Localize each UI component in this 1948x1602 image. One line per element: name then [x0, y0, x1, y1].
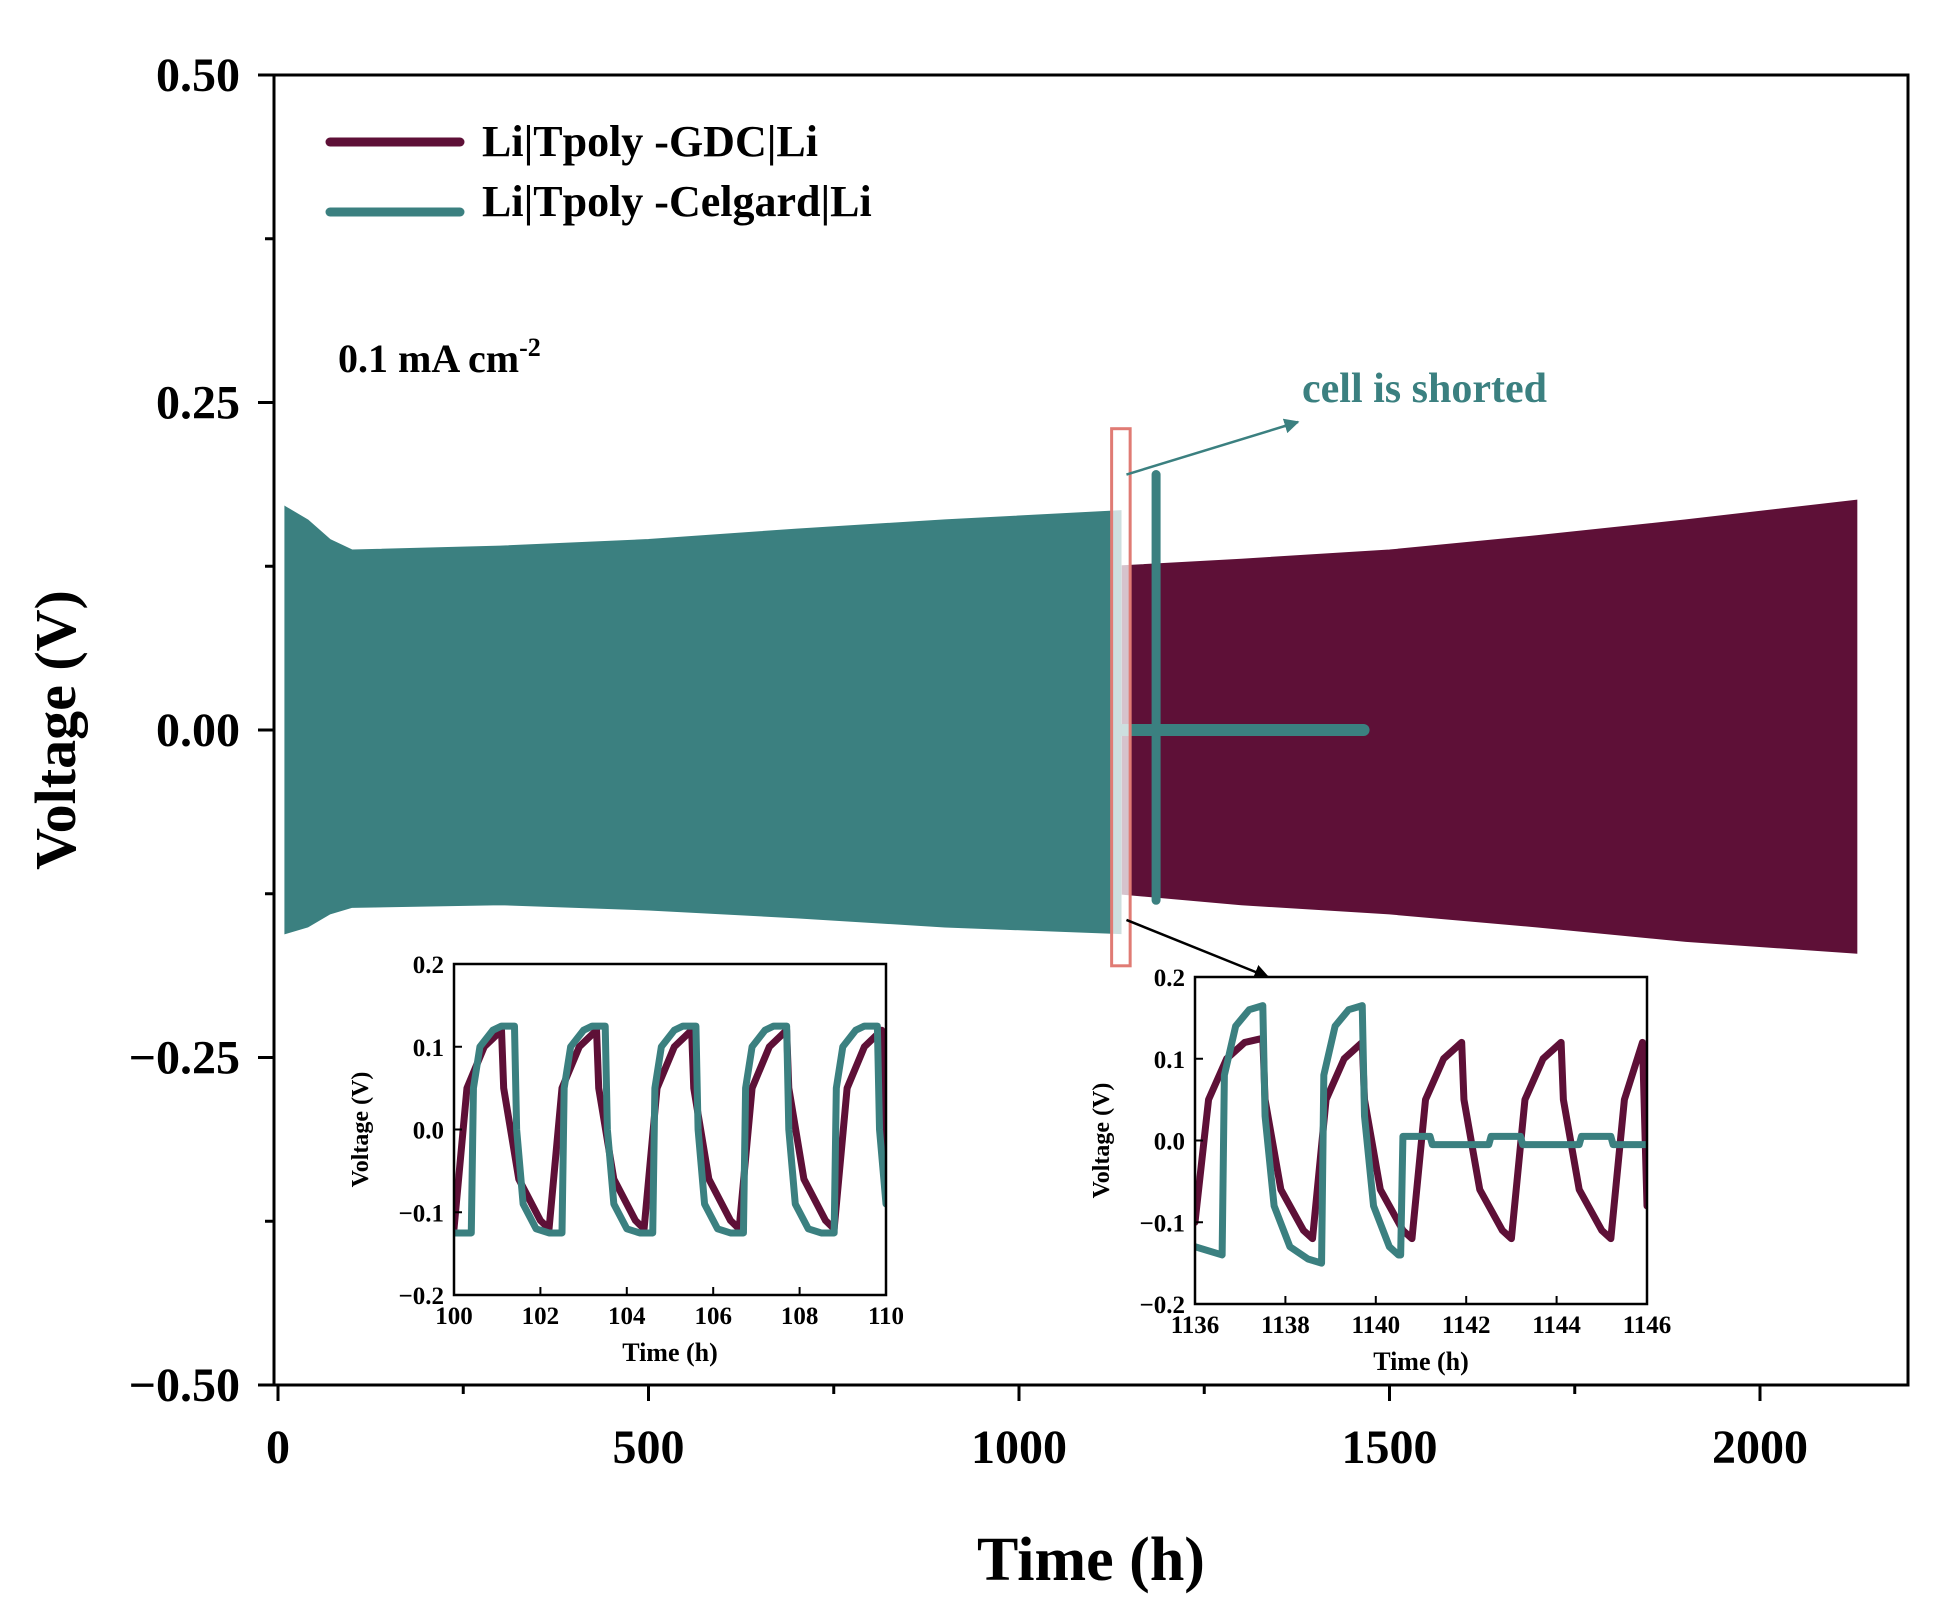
inset-x-axis-title: Time (h)	[1373, 1347, 1469, 1376]
inset-x-tick-label: 1136	[1171, 1312, 1220, 1339]
x-tick-label: 500	[613, 1421, 685, 1474]
y-tick-label: 0.50	[156, 49, 240, 102]
inset-y-tick-label: 0.0	[1154, 1129, 1185, 1156]
y-tick-label: 0.00	[156, 704, 240, 757]
x-tick-label: 0	[266, 1421, 290, 1474]
inset-x-axis-title: Time (h)	[622, 1338, 718, 1367]
inset-x-tick-label: 1142	[1442, 1312, 1491, 1339]
inset-early-cycles: 100 102 104 106 108 110 −0.2 −0.1 0.0 0.1 0.2 Time …	[348, 952, 904, 1367]
inset-y-tick-label: −0.2	[399, 1283, 445, 1310]
series-gdc-band	[1121, 499, 1858, 954]
inset-x-tick-label: 108	[781, 1303, 819, 1330]
inset-y-tick-label: −0.1	[1140, 1210, 1186, 1237]
x-tick-label: 1500	[1342, 1421, 1438, 1474]
inset-short-region: 1136 1138 1140 1142 1144 1146 −0.2 −0.1 0.0 0.1 0.…	[1089, 965, 1671, 1376]
legend-label-gdc: Li|Tpoly -GDC|Li	[482, 117, 818, 166]
inset-x-tick-label: 1144	[1532, 1312, 1581, 1339]
x-axis-title: Time (h)	[977, 1526, 1205, 1594]
inset-x-tick-label: 106	[694, 1303, 732, 1330]
inset-series	[454, 1022, 886, 1237]
inset-series-celgard	[1195, 1002, 1647, 1267]
x-tick-label: 1000	[971, 1421, 1067, 1474]
legend-label-celgard: Li|Tpoly -Celgard|Li	[482, 177, 872, 226]
inset-x-tick-label: 1146	[1623, 1312, 1672, 1339]
inset-x-tick-label: 1138	[1261, 1312, 1310, 1339]
inset-x-tick-label: 100	[435, 1303, 473, 1330]
inset-series-celgard	[454, 1022, 886, 1237]
inset-y-axis-title: Voltage (V)	[1089, 1083, 1115, 1199]
inset-y-tick-label: 0.1	[413, 1035, 444, 1062]
inset-x-tick-label: 110	[868, 1303, 904, 1330]
cell-shorted-annotation: cell is shorted	[1302, 366, 1547, 412]
y-tick-label: −0.25	[129, 1032, 240, 1085]
inset-y-tick-label: −0.1	[399, 1200, 445, 1227]
inset-series-gdc	[454, 1026, 886, 1233]
main-plot-data	[284, 427, 1858, 968]
inset-x-tick-label: 104	[608, 1303, 646, 1330]
annotation-arrows	[1125, 418, 1300, 979]
inset-y-tick-label: 0.1	[1154, 1047, 1185, 1074]
current-density-annotation: 0.1 mA cm-2	[338, 333, 541, 381]
shorted-arrow	[1126, 418, 1300, 476]
inset-series-gdc	[1195, 1034, 1647, 1243]
y-axis-title: Voltage (V)	[23, 590, 88, 870]
inset-x-tick-label: 102	[522, 1303, 560, 1330]
x-tick-label: 2000	[1712, 1421, 1808, 1474]
zoom-arrow	[1125, 918, 1270, 979]
inset-y-tick-label: 0.2	[413, 952, 444, 979]
main-axes: 0 500 1000 1500 2000 −0.50 −0.25 0.00 0.25 0.50	[129, 49, 1808, 1474]
inset-y-tick-label: 0.2	[1154, 965, 1185, 992]
y-tick-label: 0.25	[156, 377, 240, 430]
inset-y-axis-title: Voltage (V)	[348, 1072, 374, 1188]
current-density-text: 0.1 mA cm	[338, 336, 519, 381]
current-density-superscript: -2	[519, 333, 541, 362]
highlight-box	[1110, 427, 1132, 968]
inset-background	[454, 964, 886, 1295]
inset-y-tick-label: 0.0	[413, 1118, 444, 1145]
y-tick-label: −0.50	[129, 1359, 240, 1412]
inset-series	[1195, 1002, 1647, 1267]
inset-x-tick-label: 1140	[1351, 1312, 1400, 1339]
inset-y-tick-label: −0.2	[1140, 1292, 1186, 1319]
series-celgard-band	[284, 505, 1122, 935]
legend: Li|Tpoly -GDC|Li Li|Tpoly -Celgard|Li	[325, 117, 872, 226]
